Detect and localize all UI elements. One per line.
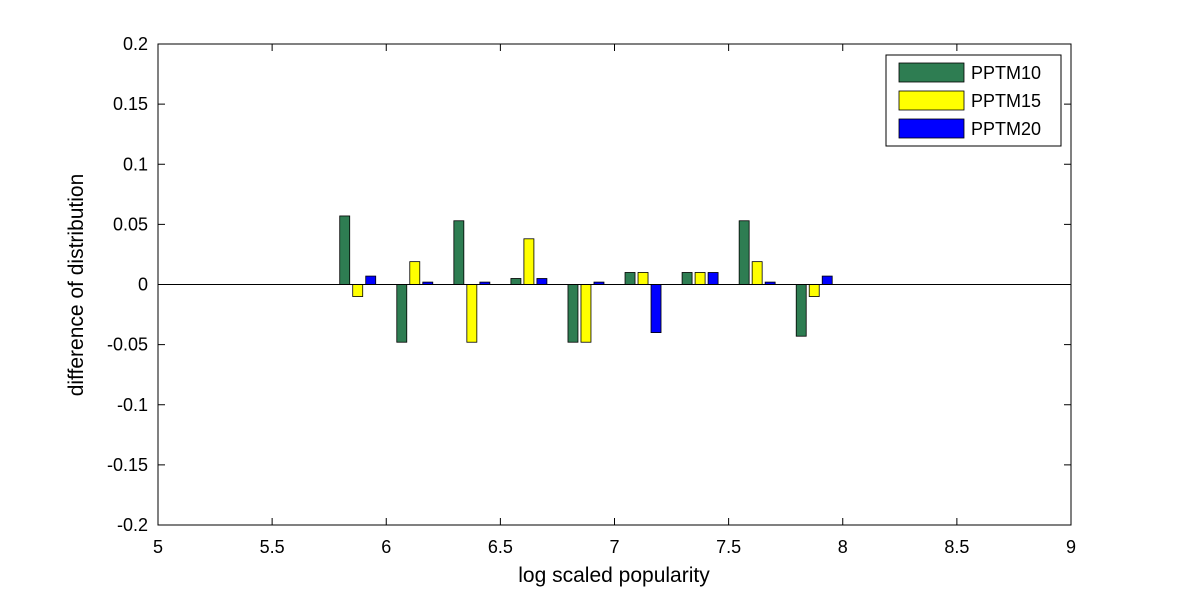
bar-pptm15-0 [352, 284, 364, 297]
bars-group [339, 215, 833, 343]
x-tick-label: 8.5 [944, 537, 969, 557]
bar-pptm20-6 [707, 272, 719, 285]
y-tick-label: 0.05 [113, 214, 148, 234]
bar-pptm15-7 [751, 261, 763, 285]
bar-pptm10-7 [738, 220, 750, 285]
y-tick-label: 0.1 [123, 154, 148, 174]
x-tick-label: 5.5 [260, 537, 285, 557]
bar-pptm15-5 [637, 272, 649, 285]
bar-pptm20-5 [650, 284, 662, 333]
bar-pptm15-6 [694, 272, 706, 285]
x-axis-label: log scaled popularity [518, 564, 710, 587]
bar-pptm15-2 [466, 284, 478, 343]
bar-pptm20-3 [536, 278, 548, 285]
legend-label-pptm10: PPTM10 [971, 63, 1041, 83]
bar-pptm10-5 [624, 272, 636, 285]
y-tick-label: -0.05 [107, 335, 148, 355]
x-tick-label: 6 [381, 537, 391, 557]
x-axis: 5 5.5 6 6.5 7 7.5 8 8.5 9 [153, 44, 1076, 557]
y-tick-label: 0.15 [113, 94, 148, 114]
x-tick-label: 7 [609, 537, 619, 557]
y-axis-label: difference of distribution [65, 174, 88, 397]
x-tick-label: 6.5 [488, 537, 513, 557]
bar-pptm20-8 [821, 275, 833, 285]
bar-pptm15-8 [808, 284, 820, 297]
bar-pptm10-6 [681, 272, 693, 285]
legend: PPTM10 PPTM15 PPTM20 [885, 54, 1062, 147]
y-axis: 0.2 0.15 0.1 0.05 0 -0.05 -0.1 -0.15 -0.2 [107, 34, 1071, 535]
legend-swatch-pptm20 [898, 118, 965, 139]
bar-pptm10-4 [567, 284, 579, 343]
y-tick-label: -0.15 [107, 455, 148, 475]
x-tick-label: 8 [838, 537, 848, 557]
bar-pptm15-3 [523, 238, 535, 285]
bar-pptm10-8 [795, 284, 807, 337]
bar-pptm15-4 [580, 284, 592, 343]
legend-label-pptm15: PPTM15 [971, 91, 1041, 111]
bar-pptm15-1 [409, 261, 421, 285]
x-tick-label: 9 [1066, 537, 1076, 557]
bar-pptm20-0 [365, 275, 377, 285]
y-tick-label: 0 [138, 275, 148, 295]
y-tick-label: 0.2 [123, 34, 148, 54]
legend-swatch-pptm10 [898, 62, 965, 83]
y-tick-label: -0.2 [117, 515, 148, 535]
bar-pptm10-0 [339, 215, 351, 285]
bar-pptm10-2 [453, 220, 465, 285]
bar-pptm10-3 [510, 278, 522, 285]
legend-label-pptm20: PPTM20 [971, 119, 1041, 139]
bar-pptm10-1 [396, 284, 408, 343]
x-tick-label: 7.5 [716, 537, 741, 557]
y-tick-label: -0.1 [117, 395, 148, 415]
legend-swatch-pptm15 [898, 90, 965, 111]
x-tick-label: 5 [153, 537, 163, 557]
